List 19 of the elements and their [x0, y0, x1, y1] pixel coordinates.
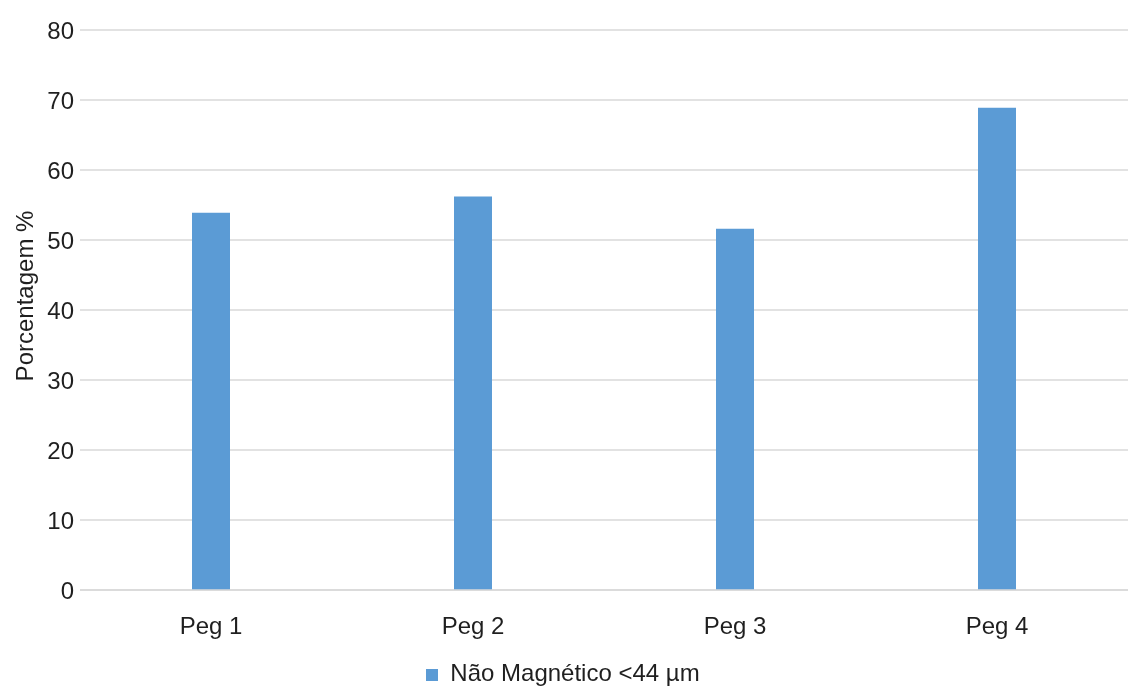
- bar: [192, 212, 230, 590]
- y-tick-label: 10: [47, 506, 74, 534]
- y-tick-label: 80: [47, 16, 74, 44]
- x-tick-label: Peg 3: [703, 612, 767, 640]
- y-tick-label: 50: [47, 226, 74, 254]
- bar: [978, 107, 1016, 590]
- x-tick-label: Peg 1: [179, 612, 243, 640]
- x-tick-label: Peg 2: [441, 612, 505, 640]
- legend-label: Não Magnético <44 µm: [450, 659, 700, 686]
- x-tick-label: Peg 4: [965, 612, 1029, 640]
- y-tick-label: 40: [47, 296, 74, 324]
- y-tick-label: 70: [47, 86, 74, 114]
- y-tick-label: 20: [47, 436, 74, 464]
- y-tick-label: 30: [47, 366, 74, 394]
- y-tick-label: 60: [47, 156, 74, 184]
- y-tick-label: 0: [60, 576, 74, 604]
- bar: [454, 196, 492, 590]
- bar: [716, 228, 754, 590]
- y-axis-title: Porcentagem %: [10, 210, 38, 382]
